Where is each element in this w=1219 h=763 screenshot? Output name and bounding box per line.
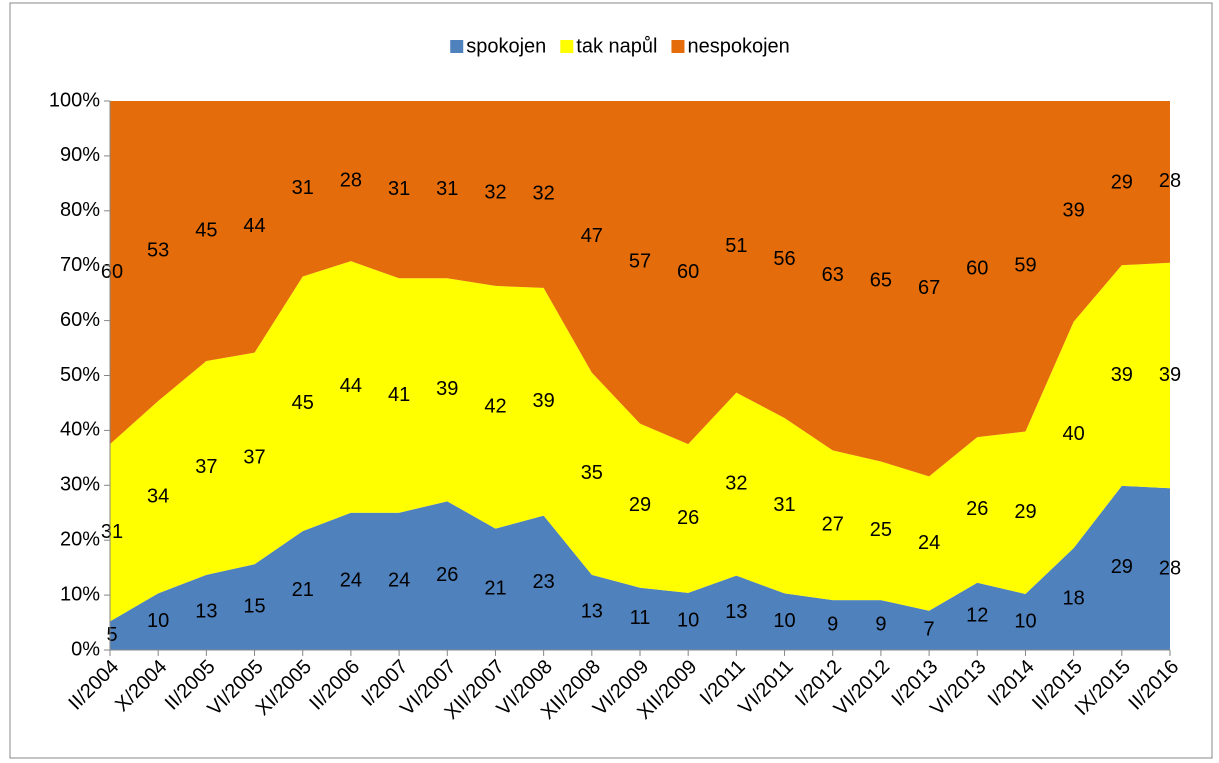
y-tick-label: 60% bbox=[60, 309, 100, 331]
data-label: 31 bbox=[292, 177, 314, 199]
data-label: 23 bbox=[533, 571, 555, 593]
data-label: 9 bbox=[875, 613, 886, 635]
y-tick-label: 0% bbox=[71, 638, 100, 660]
data-label: 60 bbox=[677, 261, 699, 283]
data-label: 24 bbox=[388, 570, 410, 592]
data-label: 59 bbox=[1014, 255, 1036, 277]
data-label: 63 bbox=[822, 264, 844, 286]
area bbox=[110, 261, 1170, 622]
data-label: 40 bbox=[1063, 423, 1085, 445]
legend-label: nespokojen bbox=[687, 35, 789, 57]
legend-swatch bbox=[450, 40, 464, 53]
data-label: 31 bbox=[388, 178, 410, 200]
data-label: 21 bbox=[292, 579, 314, 601]
data-label: 25 bbox=[870, 519, 892, 541]
data-label: 29 bbox=[1111, 556, 1133, 578]
data-label: 10 bbox=[147, 610, 169, 632]
data-label: 31 bbox=[101, 521, 123, 543]
data-label: 28 bbox=[340, 169, 362, 191]
data-label: 47 bbox=[581, 225, 603, 247]
data-label: 13 bbox=[195, 601, 217, 623]
data-label: 60 bbox=[966, 257, 988, 279]
data-label: 51 bbox=[725, 235, 747, 257]
data-label: 67 bbox=[918, 277, 940, 299]
legend: spokojen tak napůl nespokojen bbox=[450, 35, 790, 57]
legend-label: spokojen bbox=[466, 35, 546, 57]
data-label: 39 bbox=[533, 390, 555, 412]
data-label: 53 bbox=[147, 239, 169, 261]
data-label: 9 bbox=[827, 613, 838, 635]
data-label: 18 bbox=[1063, 587, 1085, 609]
data-label: 27 bbox=[822, 514, 844, 536]
y-tick-label: 100% bbox=[49, 89, 100, 111]
area bbox=[110, 485, 1170, 650]
data-label: 26 bbox=[677, 507, 699, 529]
data-label: 45 bbox=[195, 219, 217, 241]
data-label: 7 bbox=[924, 619, 935, 641]
y-tick-label: 20% bbox=[60, 528, 100, 550]
legend-label: tak napůl bbox=[576, 35, 657, 57]
data-label: 65 bbox=[870, 270, 892, 292]
area bbox=[110, 101, 1170, 477]
data-label: 29 bbox=[1014, 501, 1036, 523]
data-label: 39 bbox=[1159, 364, 1181, 386]
data-label: 28 bbox=[1159, 170, 1181, 192]
y-tick-label: 50% bbox=[60, 364, 100, 386]
data-label: 42 bbox=[484, 396, 506, 418]
data-label: 35 bbox=[581, 462, 603, 484]
data-label: 15 bbox=[243, 595, 265, 617]
data-label: 26 bbox=[966, 498, 988, 520]
data-label: 57 bbox=[629, 251, 651, 273]
data-label: 31 bbox=[436, 178, 458, 200]
data-label: 45 bbox=[292, 392, 314, 414]
data-label: 41 bbox=[388, 384, 410, 406]
data-label: 37 bbox=[195, 456, 217, 478]
data-label: 34 bbox=[147, 485, 169, 507]
data-label: 10 bbox=[677, 610, 699, 632]
data-label: 32 bbox=[725, 472, 747, 494]
y-tick-label: 30% bbox=[60, 474, 100, 496]
legend-swatch bbox=[560, 40, 574, 53]
data-label: 56 bbox=[773, 248, 795, 270]
data-label: 39 bbox=[1111, 364, 1133, 386]
data-label: 28 bbox=[1159, 557, 1181, 579]
data-label: 31 bbox=[773, 494, 795, 516]
data-label: 24 bbox=[918, 532, 940, 554]
y-tick-label: 90% bbox=[60, 144, 100, 166]
data-label: 5 bbox=[106, 624, 117, 646]
data-label: 37 bbox=[243, 447, 265, 469]
data-label: 29 bbox=[1111, 171, 1133, 193]
data-label: 21 bbox=[484, 578, 506, 600]
y-tick-label: 70% bbox=[60, 254, 100, 276]
data-label: 39 bbox=[436, 378, 458, 400]
data-label: 12 bbox=[966, 605, 988, 627]
data-label: 24 bbox=[340, 570, 362, 592]
data-label: 32 bbox=[484, 182, 506, 204]
data-label: 10 bbox=[773, 610, 795, 632]
legend-swatch bbox=[671, 40, 685, 53]
y-tick-label: 40% bbox=[60, 419, 100, 441]
data-label: 32 bbox=[533, 183, 555, 205]
data-label: 26 bbox=[436, 564, 458, 586]
data-label: 29 bbox=[629, 494, 651, 516]
y-tick-label: 10% bbox=[60, 583, 100, 605]
data-label: 13 bbox=[581, 601, 603, 623]
y-tick-label: 80% bbox=[60, 199, 100, 221]
data-label: 60 bbox=[101, 261, 123, 283]
data-label: 10 bbox=[1014, 610, 1036, 632]
data-label: 39 bbox=[1063, 200, 1085, 222]
data-label: 44 bbox=[243, 215, 265, 237]
data-label: 44 bbox=[340, 375, 362, 397]
data-label: 11 bbox=[630, 607, 651, 629]
data-label: 13 bbox=[725, 601, 747, 623]
